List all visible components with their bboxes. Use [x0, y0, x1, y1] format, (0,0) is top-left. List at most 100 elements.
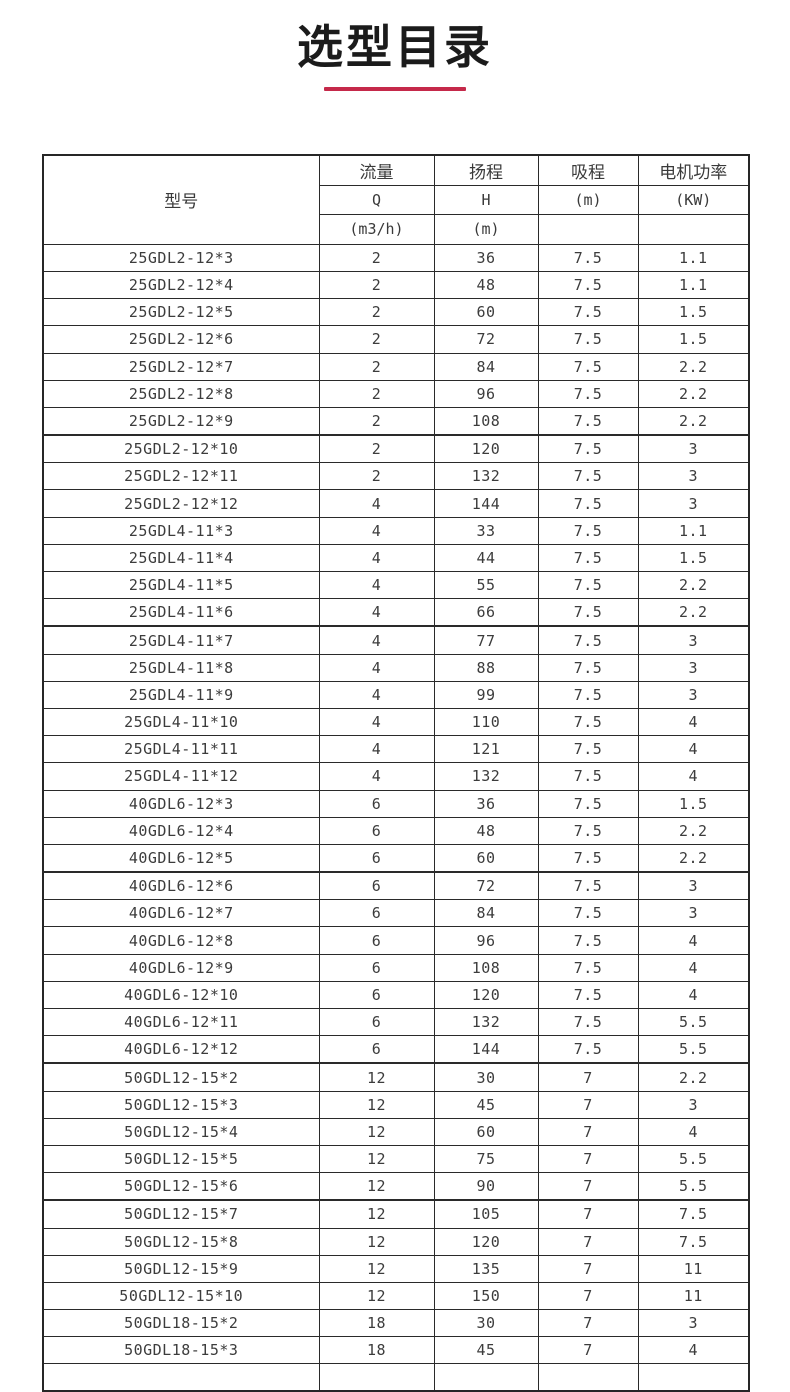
cell-power: 4: [637, 926, 750, 955]
table-row: 25GDL4-11*5 4 55 7.5 2.2: [42, 571, 750, 600]
table-row: 40GDL6-12*11 6 132 7.5 5.5: [42, 1008, 750, 1037]
cell-model: 25GDL2-12*6: [42, 325, 320, 354]
cell-flow: 6: [318, 871, 435, 901]
cell-power: 1.1: [637, 516, 750, 545]
cell-suction: 7.5: [537, 926, 639, 955]
col-symbol-flow: Q: [318, 184, 435, 216]
col-header-head: 扬程: [433, 154, 539, 186]
cell-flow: 6: [318, 899, 435, 928]
cell-model: 25GDL4-11*5: [42, 571, 320, 600]
cell-suction: 7.5: [537, 571, 639, 600]
cell-flow: 12: [318, 1062, 435, 1092]
table-row: 25GDL4-11*6 4 66 7.5 2.2: [42, 598, 750, 628]
cell-flow: 4: [318, 680, 435, 709]
cell-head: 66: [433, 598, 539, 628]
cell-model: 25GDL4-11*12: [42, 762, 320, 791]
cell-suction: 7: [537, 1090, 639, 1119]
cell-suction: 7.5: [537, 653, 639, 682]
table-row: 25GDL4-11*8 4 88 7.5 3: [42, 653, 750, 682]
cell-flow: 4: [318, 762, 435, 791]
table-row: 50GDL12-15*9 12 135 7 11: [42, 1254, 750, 1283]
cell-flow: 2: [318, 325, 435, 354]
cell-suction: 7.5: [537, 953, 639, 982]
table-row: 25GDL4-11*9 4 99 7.5 3: [42, 680, 750, 709]
table-row: 25GDL2-12*3 2 36 7.5 1.1: [42, 243, 750, 272]
cell-head: 144: [433, 489, 539, 518]
cell-model: 50GDL12-15*5: [42, 1144, 320, 1174]
cell-suction: 7.5: [537, 625, 639, 655]
cell-model: 25GDL4-11*4: [42, 543, 320, 573]
cell-suction: 7.5: [537, 543, 639, 573]
cell-suction: 7.5: [537, 735, 639, 764]
cell-empty: [637, 1363, 750, 1392]
cell-model: 50GDL12-15*10: [42, 1281, 320, 1311]
cell-flow: 4: [318, 598, 435, 628]
col-empty-power: [637, 214, 750, 245]
cell-model: 40GDL6-12*5: [42, 843, 320, 874]
table-row: 25GDL2-12*4 2 48 7.5 1.1: [42, 270, 750, 300]
cell-power: 3: [637, 625, 750, 655]
cell-flow: 12: [318, 1227, 435, 1256]
table-row: 25GDL2-12*5 2 60 7.5 1.5: [42, 298, 750, 327]
cell-suction: 7.5: [537, 980, 639, 1010]
cell-suction: 7: [537, 1254, 639, 1283]
cell-power: 2.2: [637, 1062, 750, 1092]
cell-flow: 12: [318, 1117, 435, 1146]
cell-power: 4: [637, 980, 750, 1010]
cell-flow: 4: [318, 571, 435, 600]
cell-power: 1.1: [637, 243, 750, 272]
cell-flow: 2: [318, 243, 435, 272]
cell-head: 121: [433, 735, 539, 764]
col-header-model: 型号: [42, 154, 320, 245]
cell-suction: 7.5: [537, 1008, 639, 1037]
page-title: 选型目录: [297, 20, 493, 74]
cell-flow: 6: [318, 843, 435, 874]
cell-model: 50GDL12-15*3: [42, 1090, 320, 1119]
cell-power: 4: [637, 707, 750, 737]
col-header-power: 电机功率: [637, 154, 750, 186]
col-header-flow: 流量: [318, 154, 435, 186]
table-row-partial: [42, 1363, 750, 1392]
cell-power: 2.2: [637, 379, 750, 408]
cell-head: 105: [433, 1199, 539, 1229]
table-row: 50GDL12-15*10 12 150 7 11: [42, 1281, 750, 1311]
cell-flow: 4: [318, 735, 435, 764]
cell-head: 45: [433, 1336, 539, 1365]
table-row: 40GDL6-12*7 6 84 7.5 3: [42, 899, 750, 928]
cell-flow: 12: [318, 1144, 435, 1174]
cell-head: 120: [433, 980, 539, 1010]
cell-power: 3: [637, 899, 750, 928]
cell-suction: 7.5: [537, 406, 639, 437]
cell-head: 55: [433, 571, 539, 600]
cell-flow: 12: [318, 1199, 435, 1229]
cell-model: 50GDL12-15*4: [42, 1117, 320, 1146]
cell-flow: 4: [318, 489, 435, 518]
cell-power: 5.5: [637, 1172, 750, 1202]
cell-model: 25GDL4-11*3: [42, 516, 320, 545]
cell-model: 50GDL12-15*7: [42, 1199, 320, 1229]
table-row: 50GDL12-15*3 12 45 7 3: [42, 1090, 750, 1119]
table-row: 40GDL6-12*8 6 96 7.5 4: [42, 926, 750, 955]
cell-suction: 7.5: [537, 489, 639, 518]
cell-power: 3: [637, 1309, 750, 1338]
cell-head: 77: [433, 625, 539, 655]
cell-model: 25GDL4-11*11: [42, 735, 320, 764]
cell-power: 4: [637, 1117, 750, 1146]
cell-head: 88: [433, 653, 539, 682]
cell-suction: 7.5: [537, 270, 639, 300]
cell-model: 25GDL2-12*11: [42, 462, 320, 491]
cell-power: 4: [637, 735, 750, 764]
table-row: 50GDL12-15*5 12 75 7 5.5: [42, 1144, 750, 1174]
cell-model: 50GDL12-15*8: [42, 1227, 320, 1256]
cell-suction: 7: [537, 1199, 639, 1229]
cell-model: 40GDL6-12*3: [42, 789, 320, 818]
selection-table: 型号 流量 扬程 吸程 电机功率 Q H (m) (KW) (m3/h) (m)…: [42, 154, 750, 1392]
table-row: 25GDL4-11*12 4 132 7.5 4: [42, 762, 750, 791]
cell-suction: 7.5: [537, 789, 639, 818]
cell-empty: [318, 1363, 435, 1392]
table-row: 25GDL2-12*10 2 120 7.5 3: [42, 434, 750, 464]
cell-head: 132: [433, 762, 539, 791]
cell-empty: [537, 1363, 639, 1392]
cell-head: 99: [433, 680, 539, 709]
table-row: 25GDL4-11*7 4 77 7.5 3: [42, 625, 750, 655]
